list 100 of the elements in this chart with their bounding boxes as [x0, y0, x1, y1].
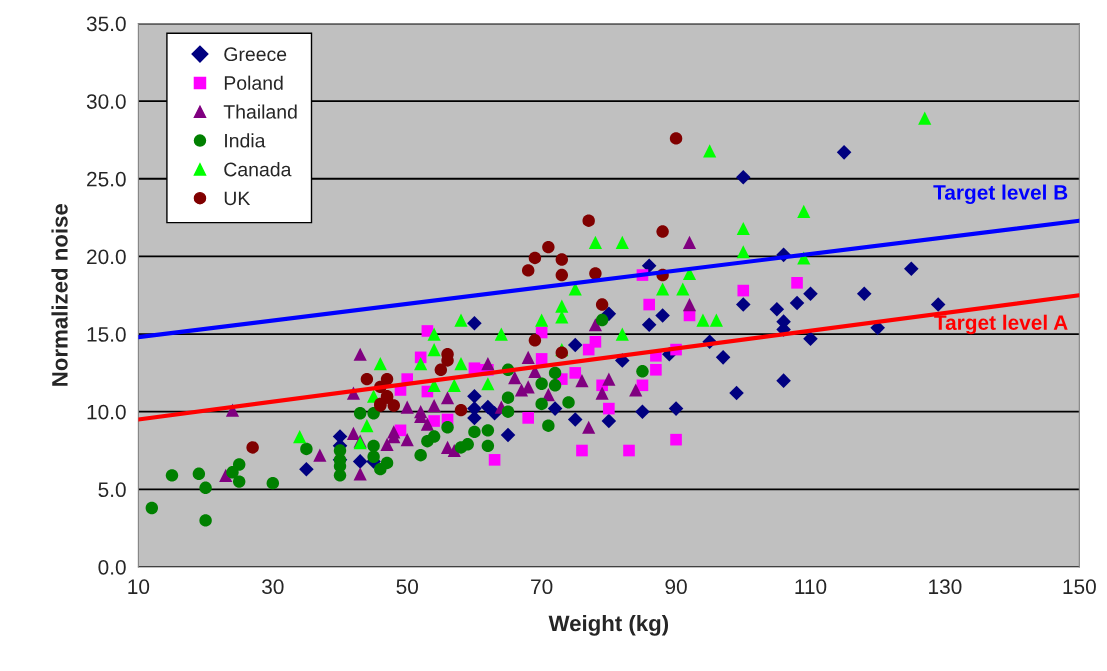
y-tick-label: 30.0 [86, 94, 126, 109]
point [414, 356, 428, 371]
point [791, 277, 803, 289]
point [313, 448, 327, 462]
point [588, 318, 602, 332]
point [641, 317, 657, 333]
point [360, 419, 374, 433]
point [380, 456, 394, 470]
x-tick-label: 150 [1063, 579, 1096, 595]
point [669, 132, 683, 145]
point [480, 399, 496, 415]
point [454, 313, 468, 327]
point [735, 169, 751, 185]
point [353, 407, 367, 420]
point [346, 426, 361, 441]
point [603, 402, 615, 415]
point [360, 372, 374, 386]
point [803, 331, 818, 346]
point [367, 450, 380, 463]
point [769, 301, 785, 317]
point [367, 439, 380, 453]
point [555, 310, 569, 324]
point [500, 427, 516, 443]
point [709, 313, 723, 327]
y-tick-label: 15.0 [87, 327, 126, 342]
point [514, 383, 529, 397]
point [528, 251, 542, 265]
point [481, 439, 495, 453]
point [508, 370, 522, 385]
x-tick-label: 50 [396, 579, 418, 595]
point [555, 253, 569, 266]
point [299, 461, 314, 477]
point [535, 313, 549, 327]
point [468, 425, 481, 439]
point [629, 383, 643, 397]
point [387, 399, 400, 412]
point [575, 374, 589, 388]
point [535, 353, 548, 365]
point [582, 214, 595, 227]
point [555, 268, 569, 282]
point [588, 235, 602, 250]
x-tick-label: 130 [929, 579, 962, 595]
point [522, 412, 535, 424]
legend-label: Canada [224, 162, 292, 177]
point [535, 377, 548, 390]
point [636, 365, 649, 378]
point [668, 401, 684, 416]
point [528, 334, 542, 347]
legend-label: Poland [224, 75, 283, 90]
point [400, 433, 414, 447]
point [656, 282, 670, 296]
point [542, 419, 555, 432]
point [589, 267, 602, 280]
y-tick-label: 0.0 [98, 560, 126, 575]
point [595, 386, 609, 400]
point [595, 313, 609, 327]
point [589, 336, 602, 348]
point [789, 295, 805, 311]
y-tick-label: 25.0 [87, 171, 126, 187]
point [703, 144, 717, 158]
point [670, 433, 682, 446]
point [414, 448, 427, 462]
point [641, 258, 657, 274]
point [461, 438, 474, 451]
point [481, 377, 495, 391]
point [293, 429, 307, 444]
point [567, 337, 583, 353]
point [542, 240, 555, 254]
point [145, 501, 159, 515]
point [736, 245, 750, 259]
point [655, 308, 670, 323]
point [582, 420, 596, 434]
point [246, 441, 259, 454]
point [856, 286, 872, 301]
point [494, 327, 508, 341]
point [353, 347, 367, 361]
point [440, 391, 455, 405]
point [636, 379, 649, 392]
point [232, 475, 246, 488]
point [373, 356, 387, 371]
point [737, 284, 750, 297]
point [454, 356, 468, 371]
point [567, 412, 583, 427]
point [380, 437, 394, 451]
point [547, 401, 563, 416]
point [266, 476, 280, 490]
x-tick-label: 10 [128, 579, 150, 595]
point [623, 444, 635, 457]
point [367, 407, 380, 420]
point [352, 454, 368, 469]
point [615, 327, 629, 341]
point [427, 343, 441, 357]
point [353, 467, 367, 481]
series-label: Target level A [934, 314, 1068, 335]
point [635, 404, 650, 419]
x-tick-label: 90 [665, 579, 687, 595]
point [467, 388, 482, 404]
point [797, 204, 811, 218]
point [643, 298, 655, 311]
point [803, 286, 818, 301]
